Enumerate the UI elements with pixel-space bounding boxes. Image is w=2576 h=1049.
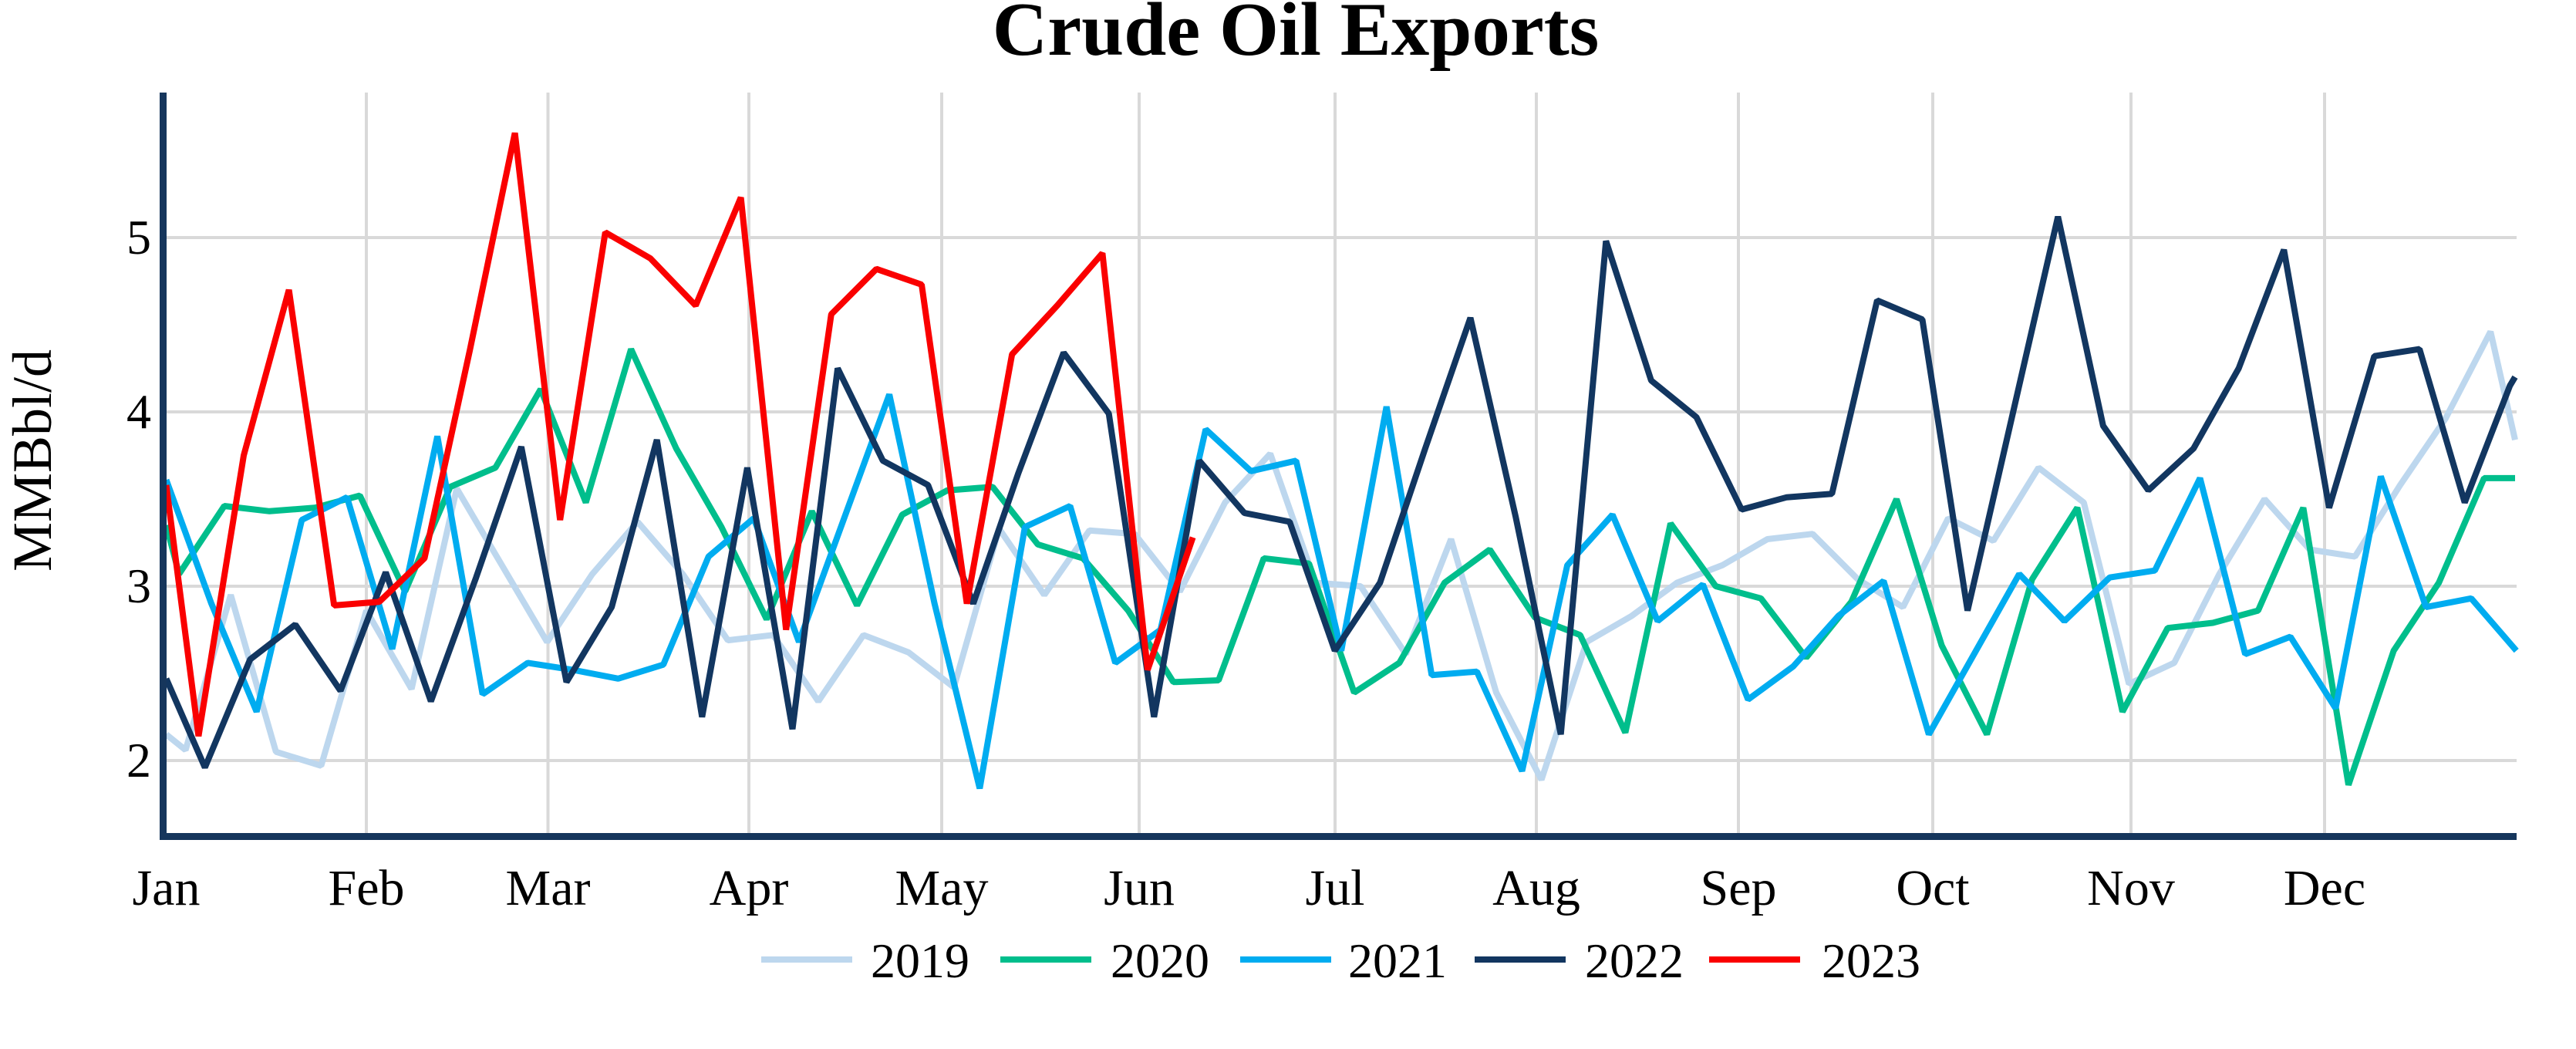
svg-text:Dec: Dec [2284,860,2365,916]
svg-text:2019: 2019 [871,933,969,988]
svg-text:2021: 2021 [1348,933,1447,988]
svg-text:Jan: Jan [133,860,201,916]
svg-text:4: 4 [126,384,151,439]
svg-text:May: May [895,860,989,916]
svg-text:Crude Oil Exports: Crude Oil Exports [993,0,1600,72]
svg-text:Jun: Jun [1104,860,1175,916]
svg-text:2020: 2020 [1111,933,1209,988]
svg-text:5: 5 [126,210,151,265]
svg-text:Apr: Apr [710,860,789,916]
svg-text:MMBbl/d: MMBbl/d [2,349,63,572]
svg-text:2022: 2022 [1585,933,1684,988]
svg-text:Aug: Aug [1492,860,1580,916]
svg-text:3: 3 [126,558,151,613]
svg-text:2: 2 [126,733,151,788]
svg-text:Mar: Mar [506,860,591,916]
svg-text:2023: 2023 [1822,933,1920,988]
svg-text:Feb: Feb [329,860,405,916]
svg-text:Sep: Sep [1701,860,1777,916]
svg-text:Jul: Jul [1305,860,1364,916]
svg-text:Oct: Oct [1896,860,1969,916]
svg-text:Nov: Nov [2087,860,2175,916]
